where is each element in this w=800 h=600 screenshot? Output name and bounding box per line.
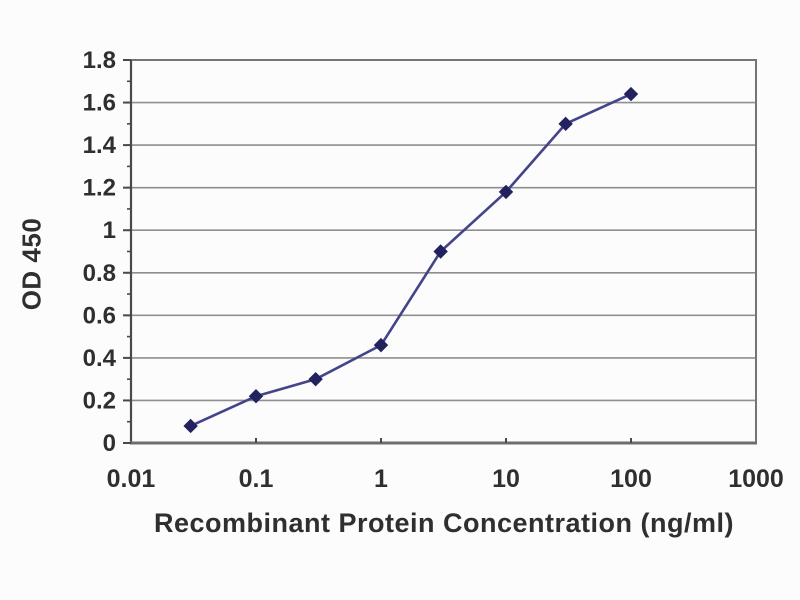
data-point-marker — [373, 337, 389, 353]
data-point-marker — [433, 244, 448, 259]
x-axis-title: Recombinant Protein Concentration (ng/ml… — [153, 508, 734, 538]
y-tick-label: 0.8 — [83, 260, 116, 287]
y-tick-label: 0.2 — [83, 387, 116, 414]
x-tick-label: 100 — [610, 465, 652, 493]
x-tick-label: 1 — [374, 465, 388, 493]
data-series-line — [190, 92, 632, 428]
data-point-marker — [248, 388, 264, 404]
y-tick-label: 0.4 — [83, 345, 117, 372]
x-tick-label: 0.1 — [239, 465, 274, 493]
data-point-marker — [498, 184, 514, 200]
x-tick-label: 0.01 — [107, 465, 156, 493]
data-point-marker — [183, 418, 198, 434]
data-point-marker — [623, 86, 639, 102]
y-tick-label: 1.4 — [83, 132, 117, 159]
y-tick-label: 1.6 — [83, 90, 116, 117]
y-tick-label: 1.2 — [83, 175, 116, 202]
y-tick-label: 0.6 — [83, 302, 116, 329]
data-point-marker — [558, 116, 573, 132]
data-point-marker — [308, 371, 323, 387]
y-axis-title: OD 450 — [16, 217, 47, 311]
y-tick-label: 1 — [103, 217, 116, 244]
x-tick-label: 1000 — [728, 465, 784, 493]
y-tick-label: 0 — [103, 430, 116, 457]
x-tick-label: 10 — [492, 465, 520, 493]
y-tick-label: 1.8 — [83, 47, 116, 74]
